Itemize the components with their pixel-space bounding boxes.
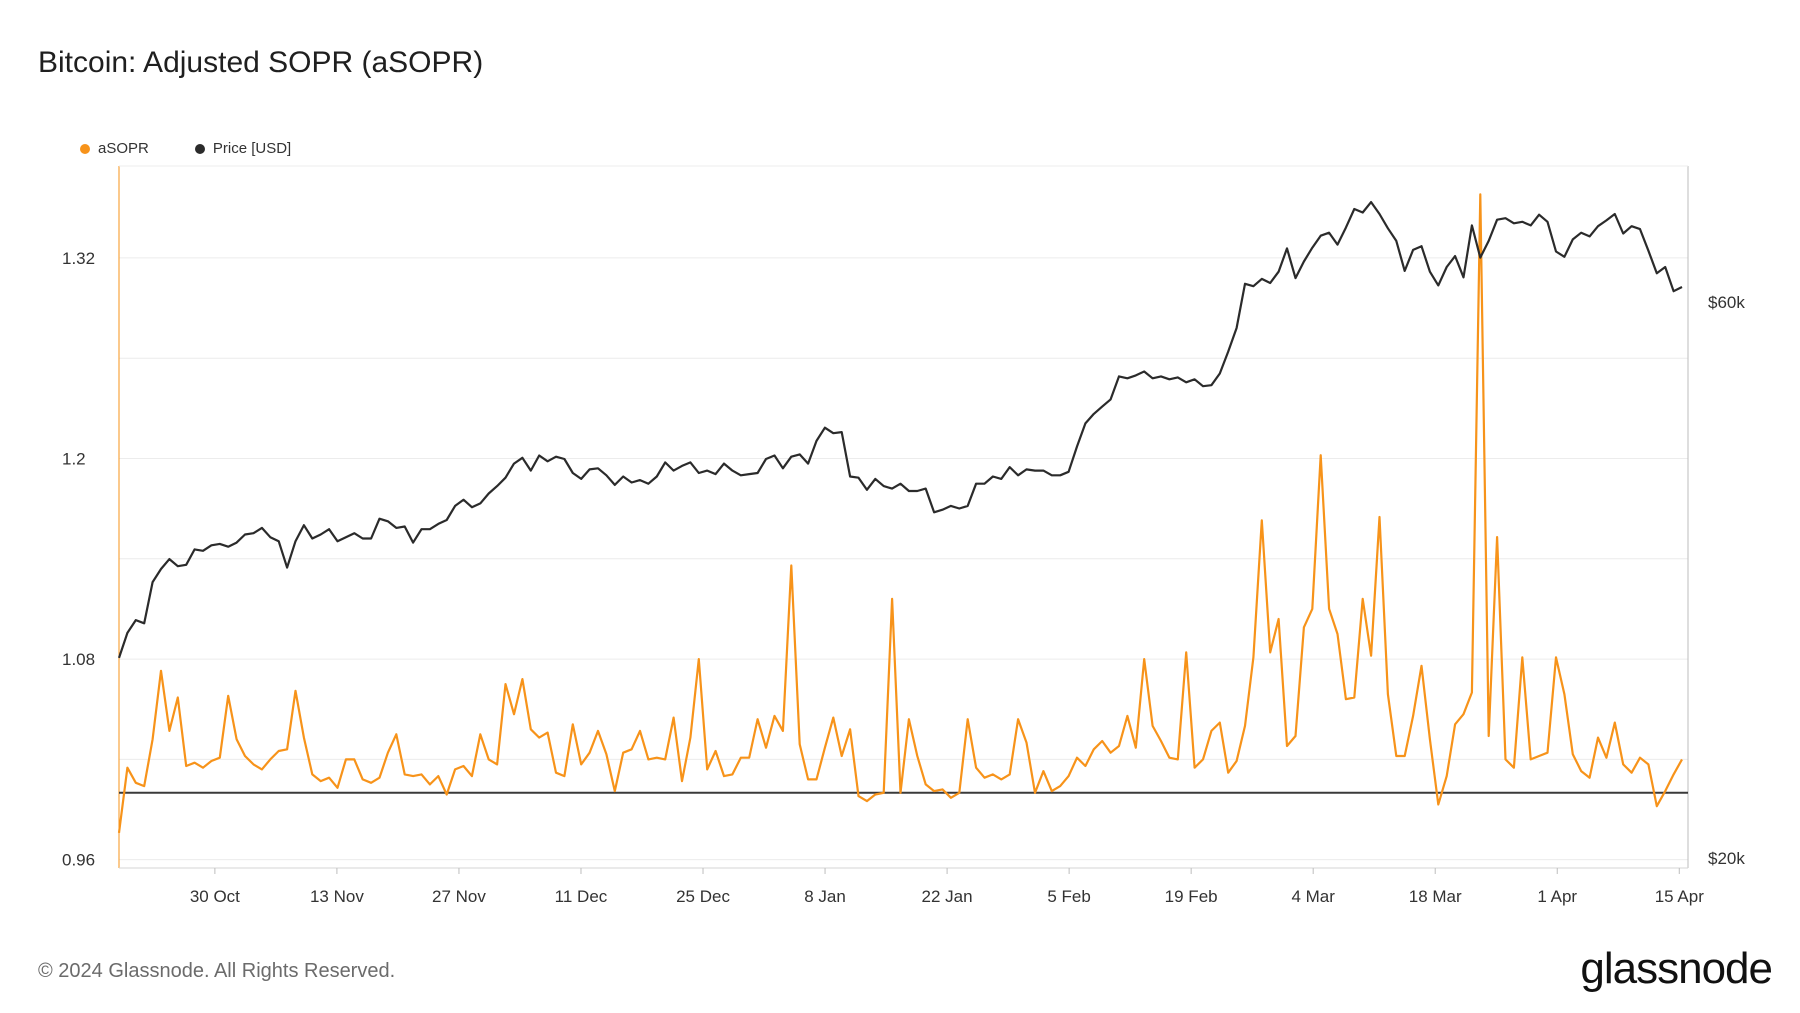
y-left-tick-1: 1.08: [62, 650, 95, 669]
axes: [118, 165, 1689, 869]
x-tick-11: 1 Apr: [1537, 887, 1577, 906]
y-left-tick-labels: 0.96 1.08 1.2 1.32: [62, 249, 95, 870]
asopr-series-line: [117, 193, 1683, 834]
x-tick-1: 13 Nov: [310, 887, 364, 906]
y-right-tick-labels: $20k $60k: [1708, 293, 1745, 868]
x-tick-labels: 30 Oct 13 Nov 27 Nov 11 Dec 25 Dec 8 Jan 22 Ja…: [190, 868, 1704, 906]
x-tick-7: 5 Feb: [1047, 887, 1090, 906]
x-tick-3: 11 Dec: [555, 887, 608, 906]
x-tick-9: 4 Mar: [1291, 887, 1335, 906]
y-right-tick-0: $20k: [1708, 849, 1745, 868]
x-tick-10: 18 Mar: [1409, 887, 1462, 906]
glassnode-logo: glassnode: [1580, 944, 1773, 993]
x-tick-6: 22 Jan: [922, 887, 973, 906]
legend-item-asopr[interactable]: aSOPR: [80, 140, 149, 157]
y-right-tick-1: $60k: [1708, 293, 1745, 312]
plot-series: [117, 193, 1683, 834]
legend: aSOPR Price [USD]: [80, 140, 291, 157]
legend-price-label: Price [USD]: [212, 140, 292, 157]
y-left-tick-2: 1.2: [62, 450, 86, 469]
price-series-line: [117, 201, 1683, 659]
x-tick-0: 30 Oct: [190, 887, 240, 906]
x-tick-8: 19 Feb: [1165, 887, 1218, 906]
x-tick-5: 8 Jan: [804, 887, 846, 906]
y-left-tick-0: 0.96: [62, 851, 95, 870]
y-left-tick-3: 1.32: [62, 249, 95, 268]
chart-title: Bitcoin: Adjusted SOPR (aSOPR): [38, 46, 484, 79]
x-tick-2: 27 Nov: [432, 887, 486, 906]
legend-price-dot: [194, 143, 205, 154]
legend-asopr-dot: [80, 143, 90, 154]
legend-asopr-label: aSOPR: [98, 140, 149, 157]
x-tick-4: 25 Dec: [676, 887, 730, 906]
x-tick-12: 15 Apr: [1655, 887, 1704, 906]
copyright-footer: © 2024 Glassnode. All Rights Reserved.: [38, 960, 396, 982]
legend-item-price[interactable]: Price [USD]: [194, 140, 292, 157]
